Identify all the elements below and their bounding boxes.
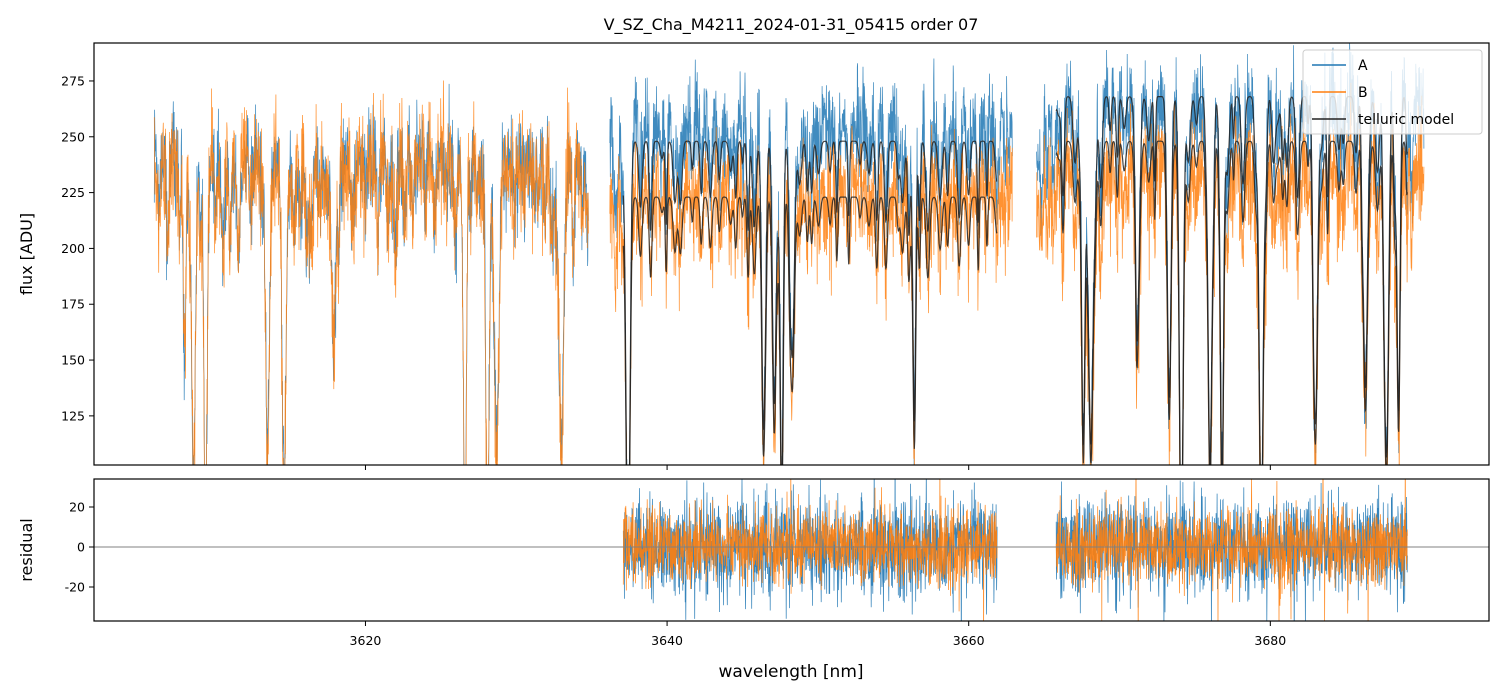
series-B-residual-line: [622, 479, 1408, 621]
legend: A B telluric model: [1302, 49, 1483, 135]
residual-y-tick-label: -20: [65, 580, 85, 595]
flux-y-tick-label: 250: [61, 129, 85, 144]
residual-x-tick-label: 3620: [350, 633, 382, 648]
flux-plot-frame: [93, 42, 1490, 466]
flux-x-ticks: [364, 465, 1271, 470]
flux-y-tick-label: 275: [61, 73, 85, 88]
residual-plot-frame: [93, 478, 1490, 622]
legend-label-A: A: [1358, 58, 1368, 74]
residual-y-label: residual: [17, 518, 36, 581]
series-B-residual: [622, 479, 1408, 621]
flux-y-tick-label: 200: [61, 241, 85, 256]
residual-plot: [94, 479, 1489, 621]
legend-label-B: B: [1358, 85, 1368, 101]
legend-box: [1302, 49, 1483, 135]
flux-plot: [153, 43, 1425, 465]
telluric-model-line-B: [622, 140, 1408, 465]
x-axis-label: wavelength [nm]: [718, 662, 863, 682]
flux-y-tick-label: 150: [61, 353, 85, 368]
legend-label-telluric: telluric model: [1358, 112, 1454, 128]
flux-y-tick-label: 225: [61, 185, 85, 200]
residual-y-tick-label: 0: [77, 540, 85, 555]
flux-y-label: flux [ADU]: [17, 213, 36, 295]
residual-x-tick-label: 3640: [651, 633, 683, 648]
residual-y-axis: -20 0 20: [65, 500, 94, 595]
residual-x-tick-label: 3660: [953, 633, 985, 648]
flux-y-axis: 125 150 175 200 225 250 275: [61, 73, 94, 423]
residual-x-tick-label: 3680: [1254, 633, 1286, 648]
flux-y-tick-label: 125: [61, 408, 85, 423]
residual-y-tick-label: 20: [69, 500, 85, 515]
flux-y-tick-label: 175: [61, 297, 85, 312]
residual-x-axis: 3620 3640 3660 3680: [350, 621, 1286, 648]
chart-title: V_SZ_Cha_M4211_2024-01-31_05415 order 07: [604, 15, 979, 35]
